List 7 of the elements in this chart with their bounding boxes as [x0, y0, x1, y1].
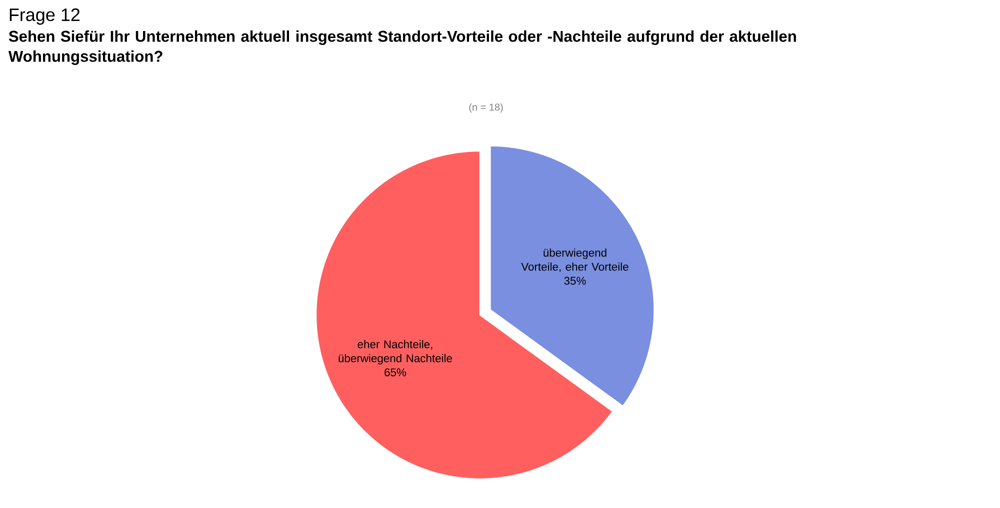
text: Frage 12 — [10, 8, 80, 25]
slice-label: eher Nachteile, überwiegend Nachteile — [338, 340, 452, 364]
data-label: 65% — [384, 368, 406, 376]
chart-subtitle: Sehen Siefür Ihr Unternehmen aktuell insgesamt Standort-Vorteile oder -Nachteile aufgrund der aktuellen Wohnungssituation? — [8, 30, 796, 65]
data-label: 35% — [564, 276, 586, 285]
text: (n = 18) — [469, 103, 503, 113]
slice-label: überwiegend Vorteile, eher Vorteile — [521, 248, 628, 272]
